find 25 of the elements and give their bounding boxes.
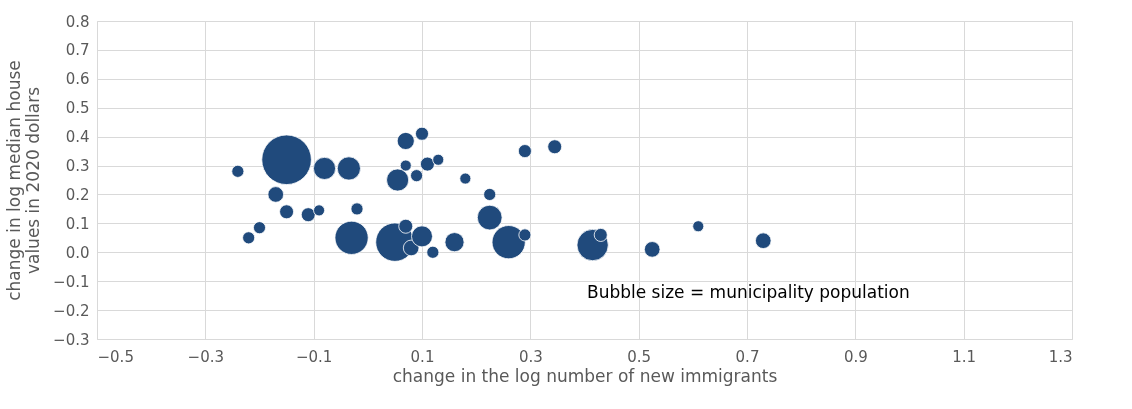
y-tick-label: 0.8 — [65, 12, 90, 31]
x-tick-label: −0.5 — [97, 347, 134, 366]
y-tick-label: −0.1 — [53, 272, 90, 291]
y-tick-label: −0.3 — [53, 330, 90, 349]
y-tick-label: 0.4 — [65, 128, 90, 147]
y-tick-label: 0.3 — [65, 157, 90, 176]
x-tick-label: −0.3 — [187, 347, 225, 366]
y-axis-title: change in log median house values in 2020 dollars — [4, 60, 44, 301]
x-tick-label: 0.1 — [410, 347, 435, 366]
y-tick-label: 0.6 — [65, 70, 90, 89]
x-tick-label: −0.1 — [295, 347, 333, 366]
y-tick-label: 0.7 — [65, 41, 90, 60]
x-tick-label: 0.7 — [735, 347, 760, 366]
x-tick-label: 1.1 — [952, 347, 977, 366]
x-tick-label: 0.3 — [518, 347, 543, 366]
x-tick-label: 0.9 — [843, 347, 868, 366]
annotation: Bubble size = municipality population — [587, 282, 910, 302]
y-tick-label: 0.1 — [65, 214, 90, 233]
y-tick-label: 0.0 — [65, 243, 90, 262]
x-tick-label: 0.5 — [627, 347, 652, 366]
x-tick-label: 1.3 — [1048, 347, 1073, 366]
y-tick-label: 0.2 — [65, 185, 90, 204]
y-tick-label: 0.5 — [65, 99, 90, 118]
x-axis-title: change in the log number of new immigrants — [392, 365, 778, 386]
y-tick-label: −0.2 — [53, 301, 90, 320]
